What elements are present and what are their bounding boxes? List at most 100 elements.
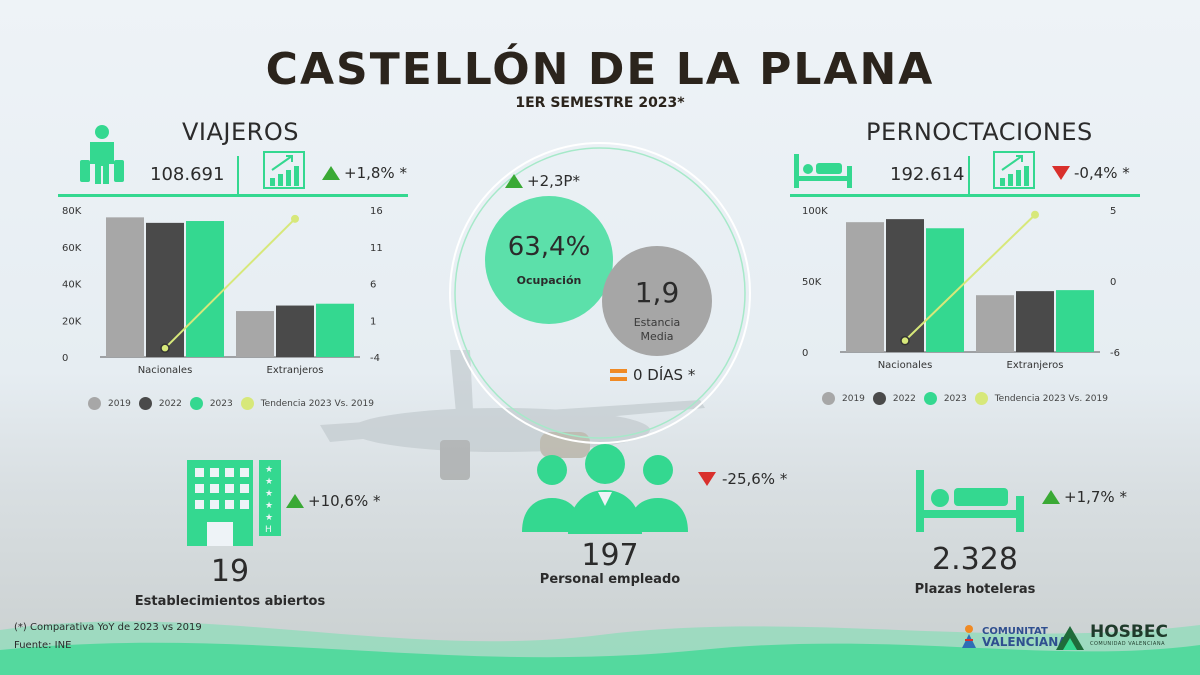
pernoctaciones-chart: 0 50K 100K -6 0 5 Nacionales Extranjeros bbox=[802, 206, 1120, 371]
source: Fuente: INE bbox=[14, 640, 72, 651]
x-tick-label: Nacionales bbox=[138, 365, 193, 376]
cv-logo-icon bbox=[962, 625, 976, 648]
pernoctaciones-change: -0,4% * bbox=[1074, 164, 1130, 182]
legend-2022-label: 2022 bbox=[892, 393, 916, 404]
legend-trend-swatch bbox=[240, 397, 254, 410]
legend-2019-label: 2019 bbox=[108, 398, 131, 409]
down-arrow-icon bbox=[1052, 166, 1070, 180]
footnote: (*) Comparativa YoY de 2023 vs 2019 bbox=[14, 622, 202, 633]
personal-value: 197 bbox=[581, 538, 639, 573]
pernoctaciones-value: 192.614 bbox=[890, 164, 965, 185]
y-tick-label: 0 bbox=[802, 348, 808, 359]
down-arrow-icon bbox=[698, 472, 716, 486]
wave-decoration bbox=[0, 621, 1200, 675]
legend-2023-swatch bbox=[923, 392, 937, 405]
pernoctaciones-underline bbox=[790, 194, 1140, 197]
legend-trend-swatch bbox=[974, 392, 988, 405]
trend-point bbox=[291, 214, 299, 223]
traveler-icon bbox=[80, 125, 124, 184]
hosbec-logo-name: HOSBEC bbox=[1090, 622, 1168, 642]
y2-tick-label: 6 bbox=[370, 280, 376, 291]
y2-tick-label: 11 bbox=[370, 243, 383, 254]
staff-people-icon bbox=[522, 444, 688, 534]
y2-tick-label: 1 bbox=[370, 316, 376, 327]
up-arrow-icon bbox=[1042, 490, 1060, 504]
legend-2023-swatch bbox=[189, 397, 203, 410]
svg-text:★: ★ bbox=[265, 477, 273, 487]
trend-point bbox=[160, 343, 170, 353]
legend-2022-label: 2022 bbox=[158, 398, 182, 409]
personal-change: -25,6% * bbox=[722, 470, 788, 488]
plazas-change: +1,7% * bbox=[1064, 488, 1127, 506]
y2-tick-label: -6 bbox=[1110, 348, 1120, 359]
svg-text:★: ★ bbox=[265, 465, 273, 475]
bar-2022-nacionales bbox=[146, 222, 184, 357]
legend-trend-label: Tendencia 2023 Vs. 2019 bbox=[260, 398, 374, 409]
up-arrow-icon bbox=[505, 174, 523, 188]
y2-tick-label: 0 bbox=[1110, 277, 1116, 288]
bar-2023-extranjeros bbox=[316, 303, 354, 357]
hosbec-logo-icon bbox=[1056, 626, 1084, 650]
ocupacion-value: 63,4% bbox=[507, 232, 591, 262]
bar-2022-extranjeros bbox=[1016, 291, 1054, 352]
viajeros-legend: 2019 2022 2023 Tendencia 2023 Vs. 2019 bbox=[88, 397, 374, 410]
svg-text:★: ★ bbox=[265, 513, 273, 523]
y-tick-label: 40K bbox=[62, 280, 82, 291]
ocupacion-label: Ocupación bbox=[516, 274, 582, 287]
y-tick-label: 80K bbox=[62, 206, 82, 217]
ocupacion-circle bbox=[485, 196, 613, 324]
bar-2023-extranjeros bbox=[1056, 290, 1094, 352]
hosbec-logo: HOSBEC COMUNIDAD VALENCIANA bbox=[1054, 624, 1168, 652]
bar-2019-nacionales bbox=[846, 222, 884, 352]
page-subtitle: 1ER SEMESTRE 2023* bbox=[515, 95, 685, 111]
legend-2019-label: 2019 bbox=[842, 393, 865, 404]
viajeros-underline bbox=[58, 194, 408, 197]
legend-2023-label: 2023 bbox=[943, 393, 967, 404]
viajeros-value: 108.691 bbox=[150, 164, 225, 185]
y2-tick-label: 5 bbox=[1110, 206, 1116, 217]
hosbec-logo-sub: COMUNIDAD VALENCIANA bbox=[1090, 641, 1165, 647]
bar-2022-nacionales bbox=[886, 219, 924, 352]
pernoctaciones-legend: 2019 2022 2023 Tendencia 2023 Vs. 2019 bbox=[822, 392, 1108, 405]
page-title: CASTELLÓN DE LA PLANA bbox=[265, 44, 935, 95]
legend-2022-swatch bbox=[872, 392, 886, 405]
trend-point bbox=[900, 335, 910, 346]
y-tick-label: 60K bbox=[62, 243, 82, 254]
x-tick-label: Nacionales bbox=[878, 360, 933, 371]
svg-text:H: H bbox=[265, 525, 272, 535]
bar-2022-extranjeros bbox=[276, 305, 314, 357]
viajeros-separator bbox=[237, 156, 239, 194]
establecimientos-value: 19 bbox=[210, 554, 250, 589]
ocupacion-change: +2,3P* bbox=[527, 172, 580, 190]
y-tick-label: 0 bbox=[62, 353, 68, 364]
y-tick-label: 100K bbox=[802, 206, 828, 217]
bed-icon bbox=[916, 470, 1024, 532]
estancia-circle bbox=[602, 246, 712, 356]
equal-icon bbox=[610, 369, 627, 381]
hotel-building-icon: ★ ★ ★ ★ ★ H bbox=[187, 460, 281, 546]
trend-line bbox=[164, 218, 296, 349]
svg-text:★: ★ bbox=[265, 501, 273, 511]
bar-2019-extranjeros bbox=[976, 295, 1014, 352]
up-arrow-icon bbox=[286, 494, 304, 508]
bed-icon bbox=[794, 154, 852, 188]
personal-label: Personal empleado bbox=[539, 572, 681, 587]
legend-trend-label: Tendencia 2023 Vs. 2019 bbox=[994, 393, 1108, 404]
comunitat-valenciana-logo: COMUNITAT VALENCIANA bbox=[960, 624, 1068, 650]
establecimientos-label: Establecimientos abiertos bbox=[134, 594, 326, 609]
legend-2023-label: 2023 bbox=[209, 398, 233, 409]
center-ring bbox=[449, 142, 751, 444]
pernoctaciones-title: PERNOCTACIONES bbox=[866, 118, 1093, 146]
estancia-label-line1: Estancia bbox=[633, 316, 681, 329]
svg-text:★: ★ bbox=[265, 489, 273, 499]
x-tick-label: Extranjeros bbox=[1007, 360, 1064, 371]
estancia-change: 0 DÍAS * bbox=[633, 366, 696, 384]
up-arrow-icon bbox=[322, 166, 340, 180]
bar-2023-nacionales bbox=[186, 221, 224, 357]
plazas-value: 2.328 bbox=[932, 542, 1018, 577]
y2-tick-label: 16 bbox=[370, 206, 383, 217]
legend-2019-swatch bbox=[822, 392, 835, 405]
x-tick-label: Extranjeros bbox=[267, 365, 324, 376]
y2-tick-label: -4 bbox=[370, 353, 380, 364]
